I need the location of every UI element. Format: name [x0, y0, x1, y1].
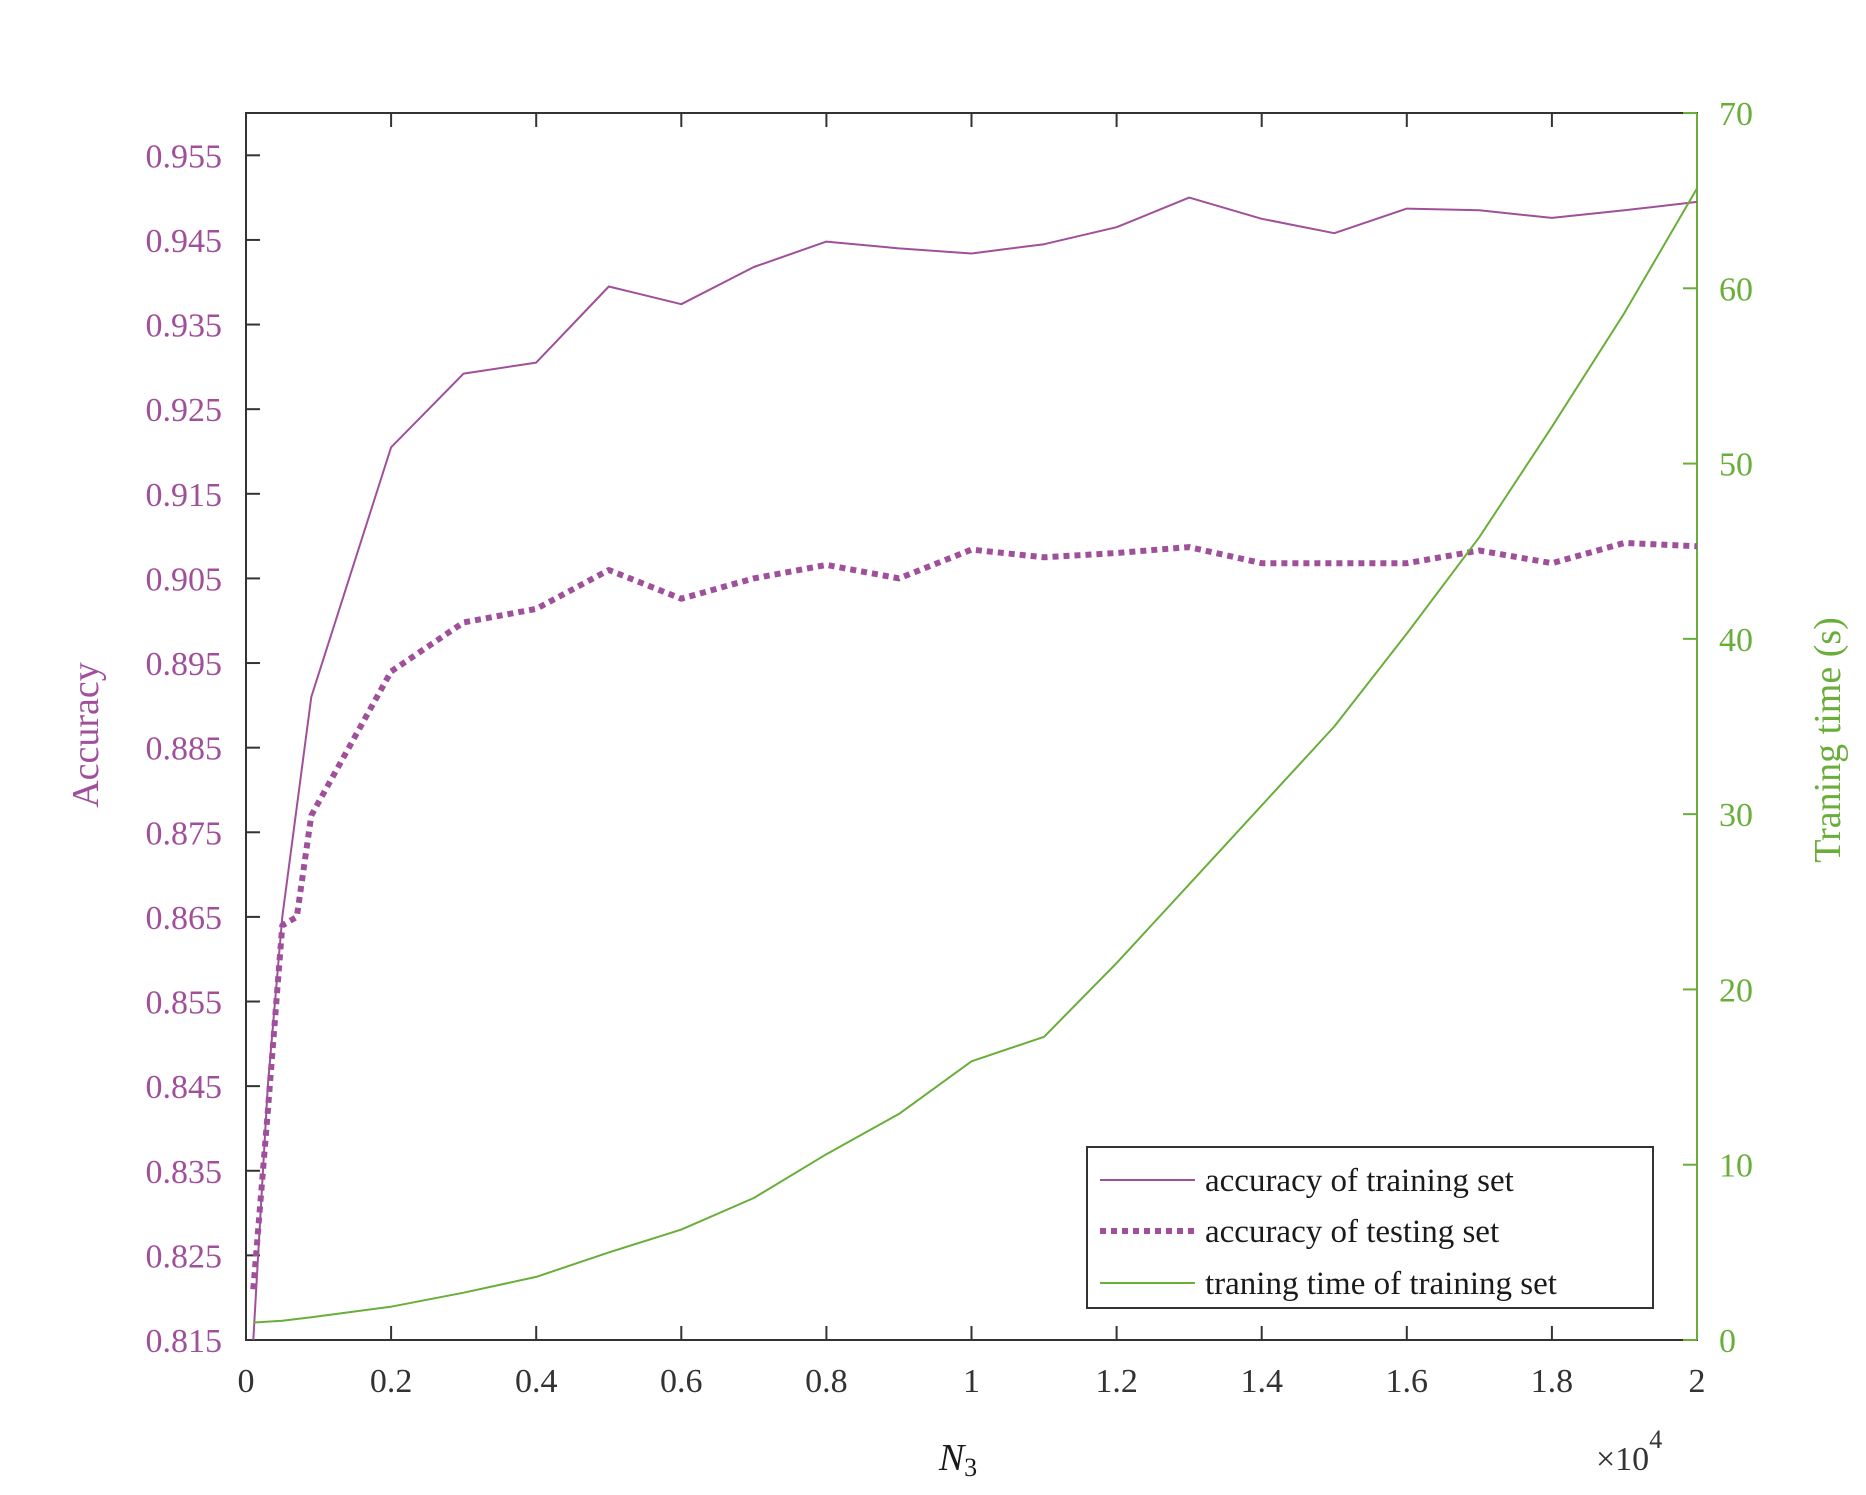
x-tick-label: 0.6: [660, 1363, 703, 1400]
x-tick-label: 2: [1689, 1363, 1706, 1400]
left-y-tick-label: 0.915: [146, 477, 223, 514]
x-tick-label: 1: [963, 1363, 980, 1400]
legend-label-training-time: traning time of training set: [1205, 1266, 1557, 1302]
right-y-tick-label: 10: [1719, 1148, 1753, 1185]
x-axis-ticks: 0 0.2 0.4 0.6 0.8 1 1.2 1.4 1.6 1.8 2: [238, 113, 1706, 1400]
left-y-axis-title: Accuracy: [65, 662, 107, 808]
series-line-testing-accuracy: [250, 539, 1698, 1290]
right-y-tick-label: 20: [1719, 972, 1753, 1009]
right-y-tick-label: 50: [1719, 447, 1753, 484]
right-y-tick-label: 40: [1719, 622, 1753, 659]
x-tick-label: 1.2: [1095, 1363, 1138, 1400]
right-y-axis-title: Traning time (s): [1807, 617, 1849, 863]
x-axis-title-base: N: [938, 1437, 967, 1479]
right-y-tick-label: 70: [1719, 96, 1753, 133]
left-y-tick-label: 0.875: [146, 815, 223, 852]
right-y-tick-label: 60: [1719, 271, 1753, 308]
right-y-tick-label: 0: [1719, 1323, 1736, 1360]
left-y-tick-label: 0.865: [146, 900, 223, 937]
legend: accuracy of training set accuracy of tes…: [1086, 1146, 1654, 1309]
right-y-axis-ticks: 0 10 20 30 40 50 60 70: [1683, 96, 1753, 1360]
left-y-tick-label: 0.825: [146, 1238, 223, 1275]
series-layer: [250, 187, 1698, 1341]
left-y-tick-label: 0.935: [146, 308, 223, 345]
x-axis-multiplier-exponent: 4: [1649, 1425, 1662, 1454]
legend-box: [1086, 1146, 1654, 1309]
left-y-tick-label: 0.925: [146, 392, 223, 429]
left-y-tick-label: 0.885: [146, 731, 223, 768]
left-y-axis-ticks: 0.815 0.825 0.835 0.845 0.855 0.865 0.875 0.885…: [146, 138, 260, 1360]
x-tick-label: 1.6: [1386, 1363, 1429, 1400]
left-y-tick-label: 0.955: [146, 138, 223, 175]
legend-label-training-accuracy: accuracy of training set: [1205, 1163, 1514, 1199]
left-y-tick-label: 0.845: [146, 1069, 223, 1106]
x-axis-title: N3: [938, 1437, 977, 1482]
left-y-tick-label: 0.905: [146, 561, 223, 598]
x-tick-label: 1.4: [1240, 1363, 1283, 1400]
x-axis-multiplier-base: ×10: [1596, 1441, 1649, 1478]
x-axis-multiplier: ×104: [1596, 1425, 1662, 1478]
x-tick-label: 0.4: [515, 1363, 558, 1400]
x-tick-label: 0: [238, 1363, 255, 1400]
x-tick-label: 0.2: [370, 1363, 413, 1400]
left-y-tick-label: 0.835: [146, 1154, 223, 1191]
left-y-tick-label: 0.945: [146, 223, 223, 260]
legend-label-testing-accuracy: accuracy of testing set: [1205, 1214, 1499, 1250]
x-tick-label: 1.8: [1531, 1363, 1574, 1400]
series-line-training-accuracy: [252, 196, 1698, 1341]
x-tick-label: 0.8: [805, 1363, 848, 1400]
x-axis-title-subscript: 3: [964, 1453, 977, 1482]
left-y-tick-label: 0.855: [146, 985, 223, 1022]
left-y-tick-label: 0.895: [146, 646, 223, 683]
left-y-tick-label: 0.815: [146, 1323, 223, 1360]
right-y-tick-label: 30: [1719, 797, 1753, 834]
series-line-training-time: [253, 187, 1698, 1324]
